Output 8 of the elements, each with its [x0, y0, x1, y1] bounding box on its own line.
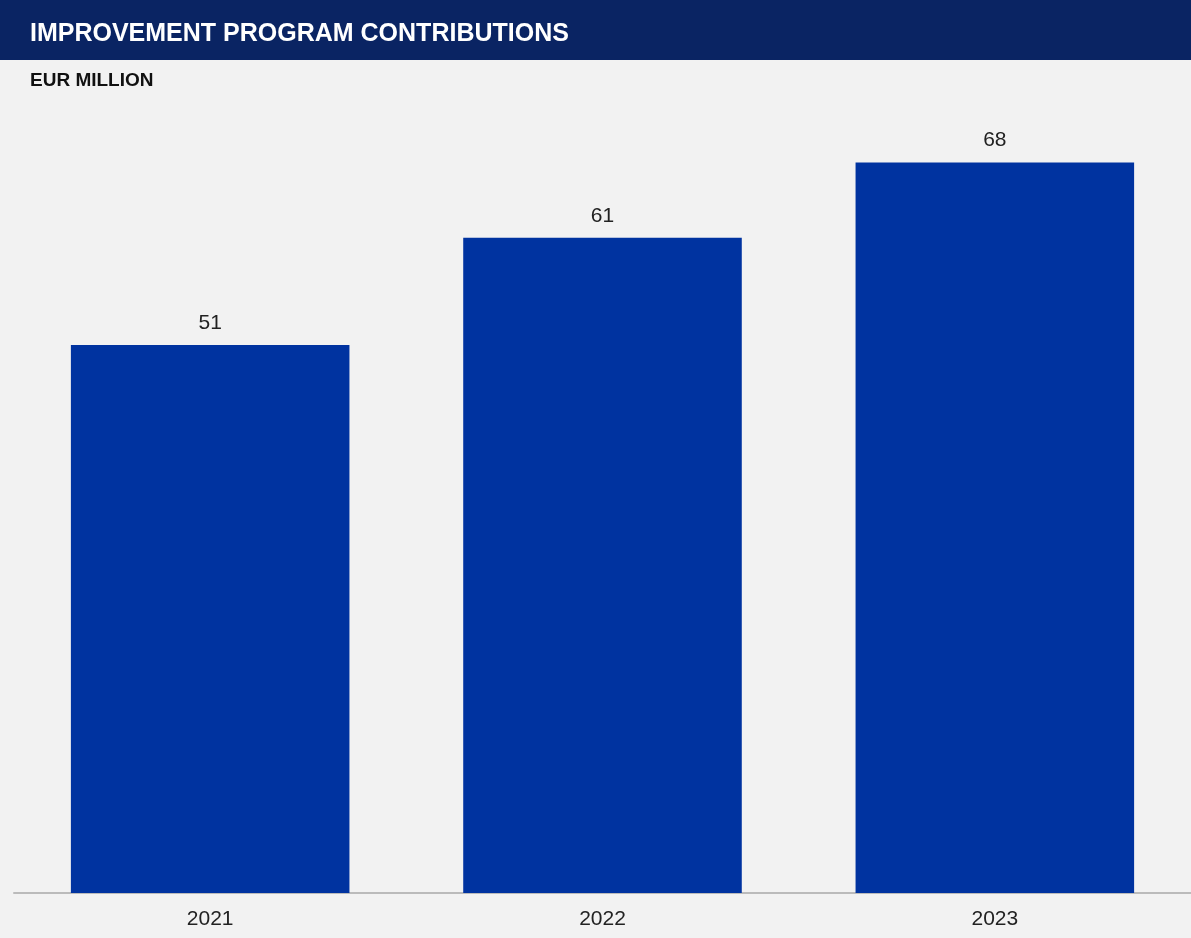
chart-subtitle: EUR MILLION — [29, 69, 155, 91]
x-tick-label: 2022 — [579, 906, 626, 929]
x-tick-label: 2023 — [971, 906, 1019, 929]
data-label: 61 — [590, 202, 615, 226]
x-tick-label: 2021 — [186, 906, 234, 929]
data-label: 51 — [198, 310, 222, 334]
chart-title: IMPROVEMENT PROGRAM CONTRIBUTIONS — [0, 0, 1191, 60]
data-label: 68 — [983, 127, 1007, 151]
